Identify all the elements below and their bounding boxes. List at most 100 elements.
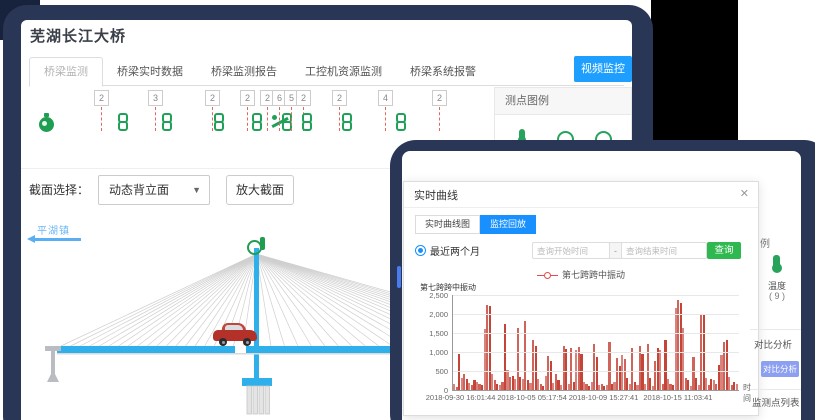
dashed-line-icon (279, 107, 280, 131)
chart-plot-area (452, 295, 739, 391)
chart-bar (534, 346, 537, 390)
chart-bar (475, 382, 479, 390)
chart-bar (682, 328, 685, 390)
chart-bar (621, 355, 624, 390)
divider (750, 389, 801, 390)
sensor-count-badge: 2 (94, 90, 109, 106)
chart-bar (712, 380, 715, 390)
chart-bar (689, 386, 693, 390)
tab-工控机资源监测[interactable]: 工控机资源监测 (305, 66, 382, 78)
query-start-time-input[interactable] (532, 242, 610, 259)
chart-bar (488, 306, 491, 390)
chart-bar (575, 349, 578, 390)
chart-bar (493, 380, 496, 390)
chart-bar (468, 383, 471, 390)
chart-bar (486, 304, 489, 390)
scrollbar-thumb[interactable] (397, 266, 401, 288)
bridge-tower (254, 248, 259, 385)
y-tick-label: 2,500 (429, 291, 448, 300)
chart-bar (565, 348, 568, 390)
chevron-down-icon: ▼ (192, 185, 202, 195)
query-row: 最近两个月 - 查询 (415, 242, 748, 260)
chart-y-title: 第七跨跨中振动 (420, 283, 476, 292)
enlarge-section-button[interactable]: 放大截面 (226, 175, 295, 205)
stopwatch-icon (39, 113, 54, 132)
tab-桥梁实时数据[interactable]: 桥梁实时数据 (117, 66, 183, 78)
chart-bar (656, 347, 659, 390)
chart-bar (618, 366, 621, 390)
chart-bar (733, 382, 736, 390)
section-select-row: 截面选择： 动态背立面 ▼ 放大截面 (29, 175, 295, 205)
gridline (453, 295, 739, 296)
chart-bar (539, 383, 542, 390)
chart-bar (720, 355, 723, 390)
dashed-line-icon (212, 107, 213, 131)
monitor-point-list-title: 监测点列表 (752, 398, 800, 409)
chart-bar (692, 357, 695, 390)
chain-link-icon (302, 113, 312, 131)
chart-bar (572, 382, 575, 390)
chart-bar (715, 384, 718, 390)
tab-桥梁监测[interactable]: 桥梁监测 (29, 57, 103, 87)
modal-header: 实时曲线 ✕ (404, 182, 758, 208)
radio-last-two-months[interactable] (415, 245, 426, 256)
y-tick-label: 500 (435, 367, 448, 376)
chart-bar (631, 347, 634, 390)
gridline (453, 314, 739, 315)
chart-bar (707, 384, 710, 390)
query-button[interactable]: 查询 (707, 242, 741, 259)
chart-bar (636, 385, 639, 390)
dashed-line-icon (339, 107, 340, 131)
chart-bar (465, 379, 468, 390)
direction-label: 平湖镇 (37, 226, 70, 237)
tab-realtime-curve[interactable]: 实时曲线图 (415, 215, 481, 234)
video-monitor-button[interactable]: 视频监控 (574, 56, 632, 82)
modal-tabs: 实时曲线图 监控回放 (415, 215, 537, 234)
backdrop-black-region (651, 0, 738, 143)
dashed-line-icon (291, 107, 292, 131)
x-axis-title: 时间 (743, 383, 751, 403)
chart-bar (649, 378, 652, 390)
chart-bar (700, 313, 703, 390)
chart-bar (552, 383, 555, 390)
left-arrow-icon (27, 235, 81, 243)
chart-bar (559, 385, 563, 390)
tab-monitor-playback[interactable]: 监控回放 (480, 215, 537, 234)
chart-bar (582, 381, 586, 390)
temperature-label: 温度 (767, 281, 786, 291)
y-tick-label: 2,000 (429, 310, 448, 319)
deck-joint (235, 345, 246, 354)
compare-analysis-button[interactable]: 对比分析 (761, 361, 799, 377)
temperature-count: ( 9 ) (768, 291, 785, 301)
chart-bar (623, 358, 626, 390)
chart-bar (577, 347, 580, 390)
section-select-dropdown[interactable]: 动态背立面 ▼ (98, 175, 211, 205)
tower-sensor-icon (260, 237, 265, 250)
chart-bar (557, 380, 560, 390)
chart-bar (664, 340, 667, 390)
query-end-time-input[interactable] (621, 242, 707, 259)
x-tick-label: 2018-09-30 16:01:44 (425, 393, 496, 402)
chart-bar (473, 380, 476, 390)
sensor-count-badge: 2 (240, 90, 255, 106)
chart-legend: 第七跨跨中振动 (404, 268, 758, 281)
chart-bar (526, 380, 530, 390)
chart-bar (524, 320, 527, 390)
close-icon[interactable]: ✕ (739, 188, 749, 200)
legend-label: 第七跨跨中振动 (561, 270, 625, 280)
chart-bar (669, 384, 672, 390)
radio-label: 最近两个月 (430, 247, 480, 258)
chart-bar (646, 344, 649, 390)
chart-bar (562, 346, 565, 390)
tab-桥梁系统报警[interactable]: 桥梁系统报警 (410, 66, 476, 78)
chart-bar (516, 328, 519, 390)
tab-桥梁监测报告[interactable]: 桥梁监测报告 (211, 66, 277, 78)
chart-bar (554, 374, 558, 390)
chart-bar (503, 323, 507, 390)
chart-bar (514, 378, 517, 390)
chart-bar (531, 339, 535, 390)
